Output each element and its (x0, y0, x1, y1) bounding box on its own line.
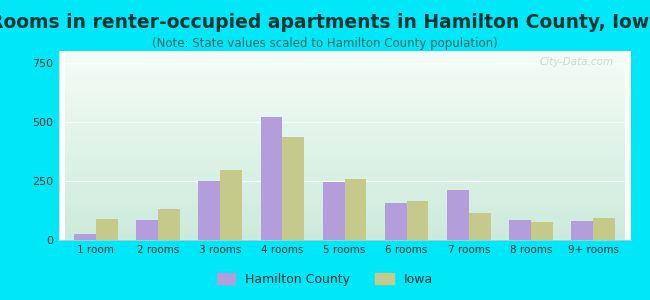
Legend: Hamilton County, Iowa: Hamilton County, Iowa (212, 268, 438, 291)
Bar (323, 182, 345, 240)
Bar (385, 203, 407, 240)
Bar (136, 220, 158, 240)
Bar (96, 219, 118, 240)
Bar (447, 190, 469, 240)
Bar (344, 178, 366, 240)
Bar (571, 221, 593, 240)
Text: (Note: State values scaled to Hamilton County population): (Note: State values scaled to Hamilton C… (152, 38, 498, 50)
Bar (407, 201, 428, 240)
Text: City-Data.com: City-Data.com (540, 57, 614, 67)
Bar (220, 170, 242, 240)
Bar (531, 222, 552, 240)
Bar (74, 234, 96, 240)
Bar (469, 213, 491, 240)
Bar (158, 209, 180, 240)
Bar (593, 218, 615, 240)
Bar (282, 137, 304, 240)
Text: Rooms in renter-occupied apartments in Hamilton County, Iowa: Rooms in renter-occupied apartments in H… (0, 14, 650, 32)
Bar (261, 117, 282, 240)
Bar (509, 220, 531, 240)
Bar (198, 181, 220, 240)
